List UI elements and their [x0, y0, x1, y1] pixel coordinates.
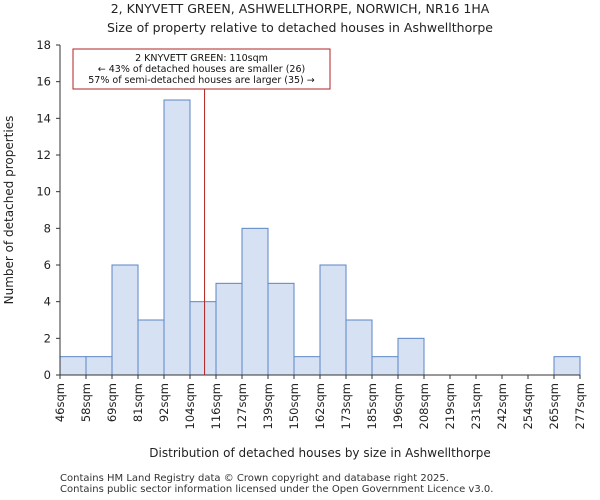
annotation-line: 57% of semi-detached houses are larger (…	[88, 75, 315, 86]
x-tick-label: 219sqm	[443, 383, 457, 429]
y-axis-label: Number of detached properties	[2, 116, 16, 305]
histogram-bar	[163, 99, 191, 376]
axes	[59, 45, 580, 376]
histogram-bar	[137, 319, 165, 376]
annotation-line: ← 43% of detached houses are smaller (26…	[98, 64, 305, 75]
histogram-bar	[345, 319, 373, 376]
histogram-bar	[553, 356, 581, 376]
x-tick-label: 265sqm	[547, 383, 561, 429]
y-axis-ticks: 0 2 4 6 8 10 12 14 16 18	[36, 38, 60, 382]
y-tick-label: 0	[44, 368, 51, 382]
x-tick-label: 81sqm	[131, 383, 145, 422]
y-tick-label: 2	[44, 331, 51, 345]
histogram-bar	[85, 356, 113, 376]
x-tick-label: 150sqm	[287, 383, 301, 429]
chart-title: 2, KNYVETT GREEN, ASHWELLTHORPE, NORWICH…	[110, 1, 490, 16]
x-tick-label: 185sqm	[365, 383, 379, 429]
x-tick-label: 254sqm	[521, 383, 535, 429]
x-tick-label: 277sqm	[573, 383, 587, 429]
y-tick-label: 12	[36, 148, 51, 162]
x-tick-label: 196sqm	[391, 383, 405, 429]
property-marker: 2 KNYVETT GREEN: 110sqm← 43% of detached…	[72, 48, 331, 375]
histogram-bar	[189, 301, 217, 376]
x-tick-label: 231sqm	[469, 383, 483, 429]
y-tick-label: 6	[44, 258, 51, 272]
x-tick-label: 92sqm	[157, 383, 171, 422]
histogram-bar	[267, 282, 295, 376]
y-tick-label: 14	[36, 111, 51, 125]
histogram-bar	[371, 356, 399, 376]
chart-subtitle: Size of property relative to detached ho…	[107, 20, 493, 35]
y-tick-label: 18	[36, 38, 51, 52]
x-tick-label: 162sqm	[313, 383, 327, 429]
histogram-bar	[293, 356, 321, 376]
x-tick-label: 116sqm	[209, 383, 223, 429]
x-tick-label: 208sqm	[417, 383, 431, 429]
x-tick-label: 58sqm	[79, 383, 93, 422]
bars-layer	[59, 99, 581, 376]
footer-copyright: Contains HM Land Registry data © Crown c…	[60, 473, 449, 484]
x-tick-label: 139sqm	[261, 383, 275, 429]
x-axis-label: Distribution of detached houses by size …	[149, 446, 490, 460]
histogram-bar	[319, 264, 347, 376]
y-tick-label: 10	[36, 185, 51, 199]
x-tick-label: 127sqm	[235, 383, 249, 429]
x-tick-label: 46sqm	[53, 383, 67, 422]
x-tick-label: 242sqm	[495, 383, 509, 429]
annotation-box	[72, 48, 331, 90]
y-tick-label: 8	[44, 221, 51, 235]
x-tick-label: 173sqm	[339, 383, 353, 429]
histogram-bar	[59, 356, 87, 376]
footer-licence: Contains public sector information licen…	[60, 484, 494, 495]
x-axis-ticks: 46sqm 58sqm 69sqm 81sqm 92sqm 104sqm 116sqm 127…	[53, 375, 587, 429]
y-tick-label: 4	[44, 295, 51, 309]
x-tick-label: 69sqm	[105, 383, 119, 422]
annotation-line: 2 KNYVETT GREEN: 110sqm	[135, 53, 268, 64]
histogram-bar	[111, 264, 139, 376]
histogram-chart: 0 2 4 6 8 10 12 14 16 18 46sqm 58sqm 69sqm 81sqm 92sq…	[2, 38, 587, 460]
histogram-bar	[397, 337, 425, 376]
x-tick-label: 104sqm	[183, 383, 197, 429]
histogram-bar	[241, 227, 269, 376]
histogram-bar	[215, 282, 243, 376]
y-tick-label: 16	[36, 75, 51, 89]
